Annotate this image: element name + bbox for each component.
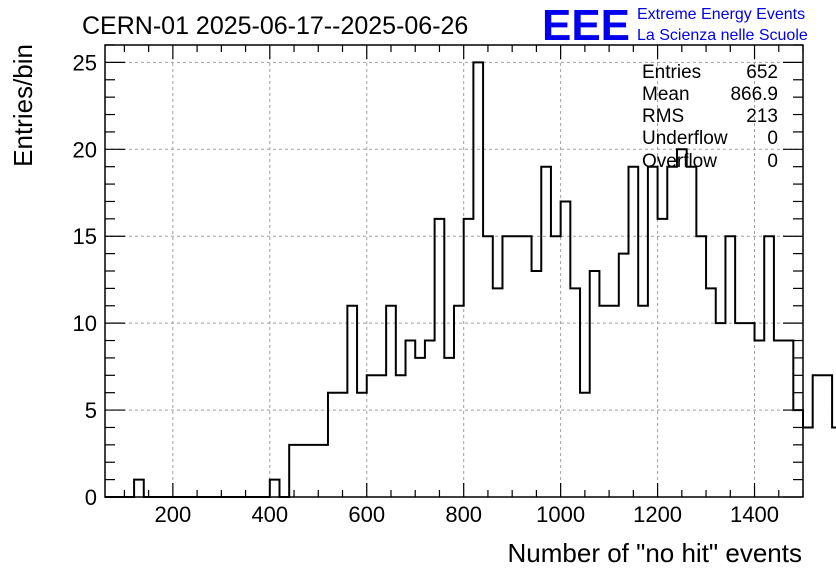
x-tick-labels: 200 400 600 800 1000 1200 1400	[155, 502, 780, 527]
y-tick-label: 15	[73, 224, 97, 249]
grid-lines	[105, 45, 803, 497]
stats-value-mean: 866.9	[730, 84, 778, 105]
chart-title: CERN-01 2025-06-17--2025-06-26	[82, 12, 468, 40]
y-tick-label: 10	[73, 311, 97, 336]
eee-logo: EEE Extreme Energy Events La Scienza nel…	[542, 1, 808, 50]
stats-label-mean: Mean	[642, 84, 690, 105]
stats-value-rms: 213	[746, 106, 778, 127]
y-tick-label: 20	[73, 137, 97, 162]
stats-label-overflow: Overflow	[642, 151, 717, 172]
axis-ticks	[105, 44, 804, 498]
x-tick-label: 800	[445, 502, 482, 527]
stats-label-underflow: Underflow	[642, 128, 728, 149]
stats-value-entries: 652	[746, 62, 778, 83]
stats-box: Entries 652 Mean 866.9 RMS 213 Underflow…	[642, 62, 778, 172]
stats-label-rms: RMS	[642, 106, 684, 127]
y-tick-labels: 0 5 10 15 20 25	[73, 50, 97, 510]
eee-logo-line1: Extreme Energy Events	[637, 6, 805, 23]
y-tick-label: 0	[85, 485, 97, 510]
x-tick-label: 1200	[633, 502, 682, 527]
x-tick-label: 1000	[536, 502, 585, 527]
stats-value-underflow: 0	[767, 128, 778, 149]
y-tick-label: 5	[85, 398, 97, 423]
y-tick-label: 25	[73, 50, 97, 75]
stats-value-overflow: 0	[767, 151, 778, 172]
x-tick-label: 1400	[730, 502, 779, 527]
x-tick-label: 200	[155, 502, 192, 527]
eee-logo-line2: La Scienza nelle Scuole	[637, 27, 808, 44]
plot-frame	[104, 44, 804, 498]
histogram-series-line	[105, 61, 836, 498]
x-tick-label: 600	[348, 502, 385, 527]
eee-logo-mark: EEE	[542, 1, 630, 50]
y-axis-label: Entries/bin	[8, 44, 38, 167]
stats-label-entries: Entries	[642, 62, 701, 83]
x-axis-label: Number of "no hit" events	[508, 538, 803, 568]
x-tick-label: 400	[251, 502, 288, 527]
